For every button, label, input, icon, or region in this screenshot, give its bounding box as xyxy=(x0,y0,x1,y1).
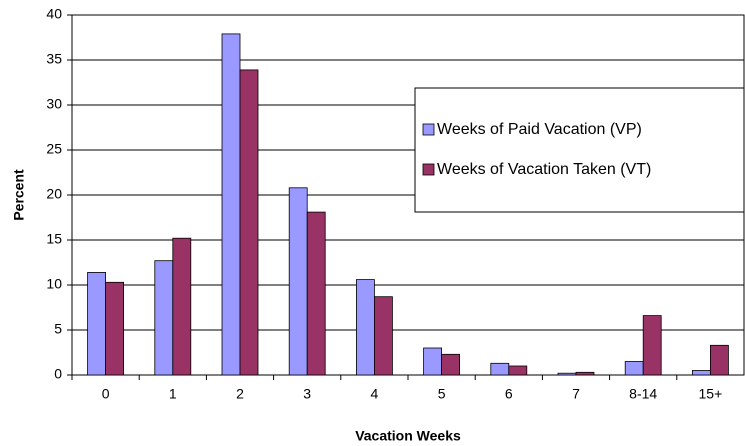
x-tick-label: 6 xyxy=(505,386,513,402)
y-tick-label: 30 xyxy=(46,96,62,112)
bar xyxy=(692,370,711,376)
y-tick-label: 20 xyxy=(46,186,62,202)
bar xyxy=(508,365,528,376)
x-axis-label: Vacation Weeks xyxy=(355,428,461,444)
bar xyxy=(87,271,106,376)
bar xyxy=(557,372,577,376)
x-tick-label: 5 xyxy=(438,386,446,402)
bar xyxy=(239,69,259,376)
bar xyxy=(105,281,124,376)
legend-label: Weeks of Vacation Taken (VT) xyxy=(437,161,651,178)
legend-swatch xyxy=(422,123,435,136)
y-axis-label: Percent xyxy=(11,169,27,221)
legend-label: Weeks of Paid Vacation (VP) xyxy=(437,121,642,138)
y-tick-label: 35 xyxy=(46,51,62,67)
legend-box xyxy=(414,87,745,213)
bar xyxy=(221,33,241,376)
bar xyxy=(306,211,326,376)
x-tick-label: 7 xyxy=(572,386,580,402)
bar xyxy=(575,371,595,376)
y-tick-label: 40 xyxy=(46,6,62,22)
y-tick-label: 5 xyxy=(54,321,62,337)
x-tick-label: 4 xyxy=(371,386,379,402)
legend-swatch xyxy=(422,163,435,176)
bar xyxy=(423,347,443,376)
bar xyxy=(355,279,375,376)
x-tick-label: 15+ xyxy=(699,386,723,402)
bar xyxy=(441,353,461,376)
x-tick-label: 8-14 xyxy=(629,386,657,402)
bar xyxy=(710,344,729,376)
bar xyxy=(288,187,308,376)
bar xyxy=(642,315,662,376)
y-tick-label: 15 xyxy=(46,231,62,247)
bar xyxy=(154,260,174,376)
x-tick-label: 3 xyxy=(303,386,311,402)
x-tick-label: 1 xyxy=(169,386,177,402)
y-tick-label: 25 xyxy=(46,141,62,157)
bar xyxy=(490,362,510,376)
x-tick-label: 0 xyxy=(102,386,110,402)
y-tick-label: 0 xyxy=(54,366,62,382)
bar xyxy=(172,237,192,376)
y-tick-label: 10 xyxy=(46,276,62,292)
bar xyxy=(373,296,393,376)
bar xyxy=(624,361,644,376)
x-tick-label: 2 xyxy=(236,386,244,402)
